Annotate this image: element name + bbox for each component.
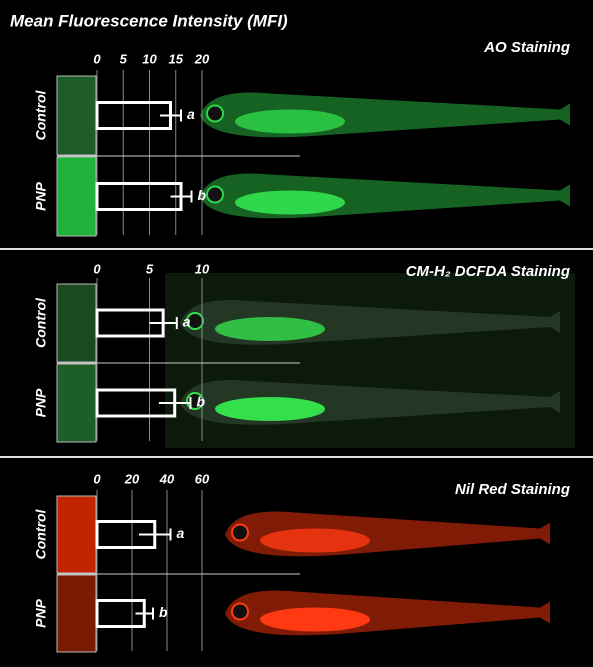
fish-organ	[260, 607, 370, 632]
significance-label: b	[198, 187, 207, 203]
figure-title: Mean Fluorescence Intensity (MFI)	[10, 11, 288, 30]
color-swatch	[56, 363, 97, 443]
color-swatch	[56, 75, 97, 156]
x-tick-label: 10	[195, 261, 210, 276]
panel-title: CM-H₂ DCFDA Staining	[406, 263, 570, 280]
x-tick-label: 0	[93, 471, 101, 486]
category-label: PNP	[33, 181, 49, 210]
x-tick-label: 0	[93, 261, 101, 276]
fish-organ	[235, 109, 345, 134]
significance-label: b	[196, 394, 205, 410]
panel-title: Nil Red Staining	[455, 481, 570, 498]
color-swatch	[56, 574, 97, 653]
fish-eye	[231, 523, 249, 542]
x-tick-label: 5	[146, 261, 154, 276]
fish-organ	[235, 190, 345, 215]
category-label: Control	[33, 90, 49, 141]
x-tick-label: 60	[195, 471, 210, 486]
fish-organ	[215, 317, 325, 341]
x-tick-label: 5	[120, 51, 128, 66]
fish-eye	[206, 104, 224, 123]
fish-organ	[215, 397, 325, 421]
x-tick-label: 0	[93, 51, 101, 66]
category-label: Control	[33, 509, 49, 560]
color-swatch	[56, 156, 97, 237]
fish-organ	[260, 528, 370, 553]
fish-eye	[206, 185, 224, 204]
fish-eye	[231, 602, 249, 621]
fish-eye	[186, 312, 204, 330]
x-tick-label: 15	[169, 51, 184, 66]
x-tick-label: 10	[142, 51, 157, 66]
x-tick-label: 20	[194, 51, 210, 66]
x-tick-label: 40	[159, 471, 175, 486]
significance-label: a	[177, 525, 185, 541]
significance-label: a	[183, 314, 191, 330]
significance-label: a	[187, 106, 195, 122]
significance-label: b	[159, 604, 168, 620]
category-label: Control	[33, 297, 49, 348]
panel-title: AO Staining	[483, 39, 570, 56]
category-label: PNP	[33, 598, 49, 627]
color-swatch	[56, 495, 97, 574]
color-swatch	[56, 283, 97, 363]
x-tick-label: 20	[124, 471, 140, 486]
category-label: PNP	[33, 388, 49, 417]
